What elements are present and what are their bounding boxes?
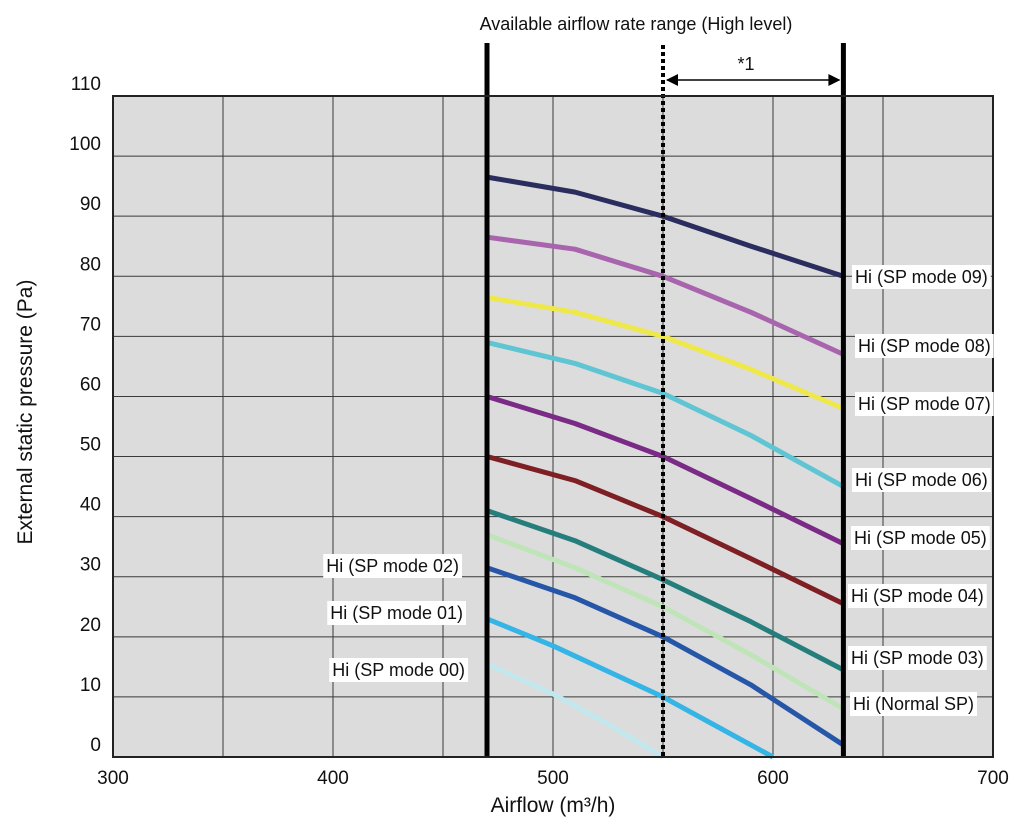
- series-label-2: Hi (SP mode 07): [855, 392, 994, 416]
- y-tick-label: 0: [90, 735, 101, 756]
- series-line-4: [486, 394, 845, 546]
- y-tick-label: 50: [80, 435, 101, 456]
- grid-lines: [113, 96, 993, 757]
- arrow-left-head-icon: [666, 74, 678, 86]
- range-markers: [484, 43, 846, 757]
- y-axis-title: External static pressure (Pa): [14, 280, 37, 545]
- series-label-box: [852, 265, 991, 289]
- y-tick-label: 80: [80, 254, 101, 275]
- series-label-3: Hi (SP mode 06): [852, 468, 991, 492]
- series-line-3: [486, 339, 845, 489]
- y-tick-label: 90: [80, 194, 101, 215]
- chart-title: Available airflow rate range (High level…: [480, 14, 793, 34]
- y-tick-label: 10: [80, 675, 101, 696]
- series-labels: Hi (SP mode 09) Hi (SP mode 08) Hi (SP mod…: [323, 265, 994, 716]
- series-line-2: [486, 294, 845, 411]
- x-axis-title: Airflow (m³/h): [491, 794, 616, 817]
- series-label-box: [329, 658, 468, 682]
- series-label-box: [855, 392, 994, 416]
- x-tick-label: 500: [537, 768, 569, 789]
- series-label-box: [323, 554, 462, 578]
- series-label-8: Hi (SP mode 02): [323, 554, 462, 578]
- series-label-text: Hi (SP mode 01): [330, 603, 463, 623]
- y-tick-label: 20: [80, 615, 101, 636]
- series-label-4: Hi (SP mode 05): [851, 526, 990, 550]
- axis-ticks: 300 400 500 600 700 0 10 20 30 40 50 60 70 80 90 100 110: [69, 74, 1009, 789]
- series-label-text: Hi (Normal SP): [853, 694, 974, 714]
- series-label-1: Hi (SP mode 08): [855, 334, 994, 358]
- series-label-box: [848, 646, 987, 670]
- plot-frame: [112, 95, 994, 758]
- series-label-9: Hi (SP mode 01): [327, 601, 466, 625]
- y-tick-label: 60: [80, 374, 101, 395]
- series-line-10: [485, 661, 665, 760]
- series-label-box: [327, 601, 466, 625]
- y-tick-label: 40: [80, 495, 101, 516]
- series-label-10: Hi (SP mode 00): [329, 658, 468, 682]
- series-label-text: Hi (SP mode 02): [326, 556, 459, 576]
- series-label-text: Hi (SP mode 06): [855, 470, 988, 490]
- series-label-text: Hi (SP mode 03): [851, 648, 984, 668]
- series-label-box: [850, 692, 978, 716]
- x-tick-label: 700: [977, 768, 1009, 789]
- series-label-0: Hi (SP mode 09): [852, 265, 991, 289]
- series-label-6: Hi (SP mode 03): [848, 646, 987, 670]
- x-tick-label: 300: [97, 768, 129, 789]
- x-tick-label: 600: [757, 768, 789, 789]
- y-tick-label: 100: [69, 134, 101, 155]
- series-label-7: Hi (Normal SP): [850, 692, 978, 716]
- arrow-right-head-icon: [828, 74, 841, 86]
- y-tick-label: 30: [80, 555, 101, 576]
- annotation-star-1: *1: [737, 54, 754, 74]
- x-tick-label: 400: [317, 768, 349, 789]
- series-label-5: Hi (SP mode 04): [848, 584, 987, 608]
- series-label-box: [855, 334, 994, 358]
- series-label-box: [852, 468, 991, 492]
- series-label-text: Hi (SP mode 09): [855, 267, 988, 287]
- series-label-box: [848, 584, 987, 608]
- series-label-text: Hi (SP mode 00): [332, 660, 465, 680]
- series-layer: [485, 174, 845, 760]
- y-tick-label: 70: [80, 314, 101, 335]
- series-label-text: Hi (SP mode 04): [851, 586, 984, 606]
- series-label-text: Hi (SP mode 05): [854, 528, 987, 548]
- series-label-box: [851, 526, 990, 550]
- series-label-text: Hi (SP mode 07): [858, 394, 991, 414]
- series-label-text: Hi (SP mode 08): [858, 336, 991, 356]
- y-tick-label: 110: [71, 74, 101, 95]
